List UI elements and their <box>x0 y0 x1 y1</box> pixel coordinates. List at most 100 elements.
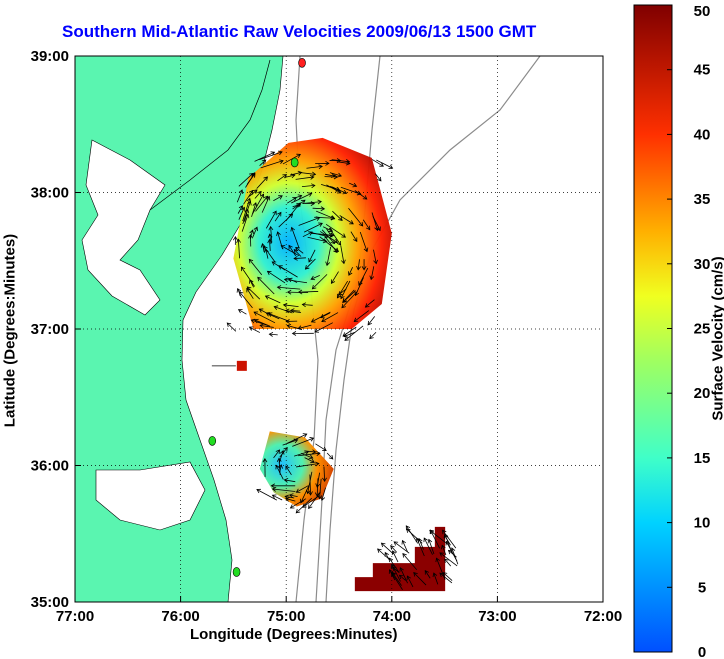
velocity-arrowhead <box>356 265 361 271</box>
velocity-arrowhead <box>393 541 399 546</box>
velocity-arrowhead <box>336 241 342 246</box>
velocity-arrow <box>416 537 425 557</box>
velocity-arrowhead <box>270 151 276 156</box>
velocity-arrowhead <box>342 298 347 303</box>
velocity-arrowhead <box>308 491 313 496</box>
velocity-arrow <box>348 182 357 187</box>
velocity-arrow <box>262 243 265 253</box>
velocity-arrowhead <box>390 545 395 550</box>
velocity-arrowhead <box>248 326 254 331</box>
velocity-arrowhead <box>262 458 268 463</box>
velocity-arrow <box>295 497 312 514</box>
velocity-arrow <box>292 203 301 208</box>
velocity-arrowhead <box>290 226 295 232</box>
velocity-arrow <box>367 316 376 326</box>
colorbar-tick-label: 5 <box>698 579 706 596</box>
velocity-arrow <box>377 548 391 561</box>
velocity-arrowhead <box>275 464 280 470</box>
velocity-arrowhead <box>302 433 308 438</box>
velocity-arrow <box>423 537 433 555</box>
x-tick-label: 75:00 <box>267 608 305 625</box>
velocity-arrow <box>312 207 325 210</box>
velocity-arrow <box>307 236 327 242</box>
velocity-arrow <box>294 451 309 457</box>
velocity-arrowhead <box>238 291 244 296</box>
velocity-arrowhead <box>288 493 294 499</box>
velocity-arrow <box>348 207 363 227</box>
velocity-arrowhead <box>285 318 290 324</box>
velocity-arrow <box>289 494 298 498</box>
y-tick-label: 35:00 <box>31 594 69 611</box>
velocity-arrow <box>375 173 382 182</box>
velocity-arrowhead <box>391 566 397 571</box>
velocity-arrowhead <box>305 489 311 495</box>
velocity-arrow <box>298 452 321 457</box>
velocity-arrowhead <box>258 308 264 313</box>
velocity-arrowhead <box>256 488 261 494</box>
velocity-arrowhead <box>264 248 269 253</box>
velocity-arrow <box>252 226 258 238</box>
velocity-arrowhead <box>286 289 292 295</box>
velocity-arrow <box>281 245 300 257</box>
velocity-arrowhead <box>369 334 374 340</box>
velocity-arrow <box>238 309 247 315</box>
colorbar-tick-label: 50 <box>694 3 711 20</box>
velocity-arrow <box>388 557 400 573</box>
velocity-arrowhead <box>308 504 313 510</box>
velocity-arrowhead <box>310 275 316 281</box>
velocity-arrow <box>239 291 253 309</box>
velocity-arrow <box>406 575 414 588</box>
velocity-arrowhead <box>284 494 290 500</box>
velocity-arrowhead <box>308 257 313 263</box>
velocity-arrowhead <box>226 322 232 327</box>
velocity-arrowhead <box>362 195 368 200</box>
velocity-arrowhead <box>341 259 346 265</box>
velocity-arrow <box>402 540 408 553</box>
velocity-arrow <box>282 153 301 165</box>
velocity-arrowhead <box>320 206 326 212</box>
velocity-arrowhead <box>240 266 246 272</box>
velocity-arrowhead <box>361 266 367 271</box>
velocity-arrowhead <box>264 295 270 300</box>
velocity-arrowhead <box>289 308 295 314</box>
velocity-arrow <box>309 474 311 495</box>
velocity-arrow <box>391 572 402 586</box>
velocity-arrowhead <box>279 449 285 455</box>
colorbar-label: Surface Velocity (cm/s) <box>709 256 724 421</box>
station-marker <box>232 567 241 577</box>
velocity-arrowhead <box>297 170 303 176</box>
velocity-arrow <box>249 230 253 240</box>
velocity-arrow <box>254 151 275 162</box>
velocity-arrowhead <box>318 222 323 227</box>
velocity-arrow <box>253 311 276 324</box>
velocity-arrowhead <box>388 557 393 563</box>
velocity-arrowhead <box>406 528 411 533</box>
velocity-arrowhead <box>307 192 313 197</box>
velocity-arrow <box>295 247 304 254</box>
velocity-arrowhead <box>257 276 262 282</box>
velocity-arrowhead <box>337 291 343 296</box>
velocity-arrow <box>242 201 251 225</box>
velocity-arrow <box>342 290 356 303</box>
velocity-arrow <box>272 494 283 501</box>
velocity-arrowhead <box>367 320 372 326</box>
velocity-arrowhead <box>380 542 386 548</box>
velocity-arrow <box>256 176 268 189</box>
velocity-arrow <box>273 449 280 459</box>
velocity-arrow <box>390 545 398 553</box>
velocity-arrowhead <box>379 162 384 167</box>
velocity-arrow <box>288 245 297 257</box>
colorbar-tick-label: 10 <box>694 515 711 532</box>
velocity-arrow <box>376 159 393 169</box>
velocity-arrowhead <box>442 529 447 535</box>
velocity-arrowhead <box>320 496 326 501</box>
velocity-arrow <box>413 572 427 586</box>
velocity-arrow <box>286 433 307 444</box>
velocity-arrowhead <box>439 552 444 557</box>
velocity-arrow <box>439 552 458 567</box>
velocity-arrow <box>433 572 439 585</box>
velocity-arrow <box>392 550 399 563</box>
velocity-arrow <box>371 159 384 167</box>
velocity-arrow <box>444 558 452 567</box>
velocity-arrowhead <box>261 159 267 165</box>
